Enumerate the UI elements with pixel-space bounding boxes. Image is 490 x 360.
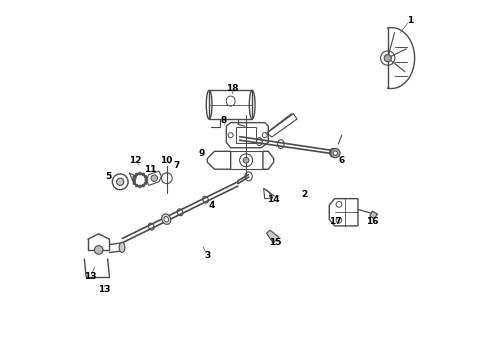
Text: 10: 10 [160,156,172,165]
Circle shape [135,184,138,187]
Text: 1: 1 [407,16,413,25]
Text: 12: 12 [129,156,142,165]
Circle shape [133,182,136,185]
Circle shape [142,173,145,176]
Text: 17: 17 [329,217,342,226]
Text: 2: 2 [301,190,307,199]
Circle shape [142,184,145,187]
Text: 9: 9 [198,149,204,158]
Ellipse shape [119,242,125,252]
Text: 3: 3 [204,251,211,260]
Circle shape [139,185,141,188]
Circle shape [384,54,392,62]
Polygon shape [267,230,279,243]
Circle shape [144,182,147,185]
Text: 5: 5 [105,172,111,181]
Circle shape [135,173,138,176]
Text: 16: 16 [366,217,379,226]
Text: 15: 15 [269,238,282,247]
Circle shape [331,148,340,158]
Ellipse shape [164,216,169,222]
Text: 4: 4 [209,201,215,210]
Circle shape [330,150,335,155]
Text: 14: 14 [268,195,280,204]
Text: 7: 7 [173,161,180,170]
Polygon shape [370,211,378,219]
Circle shape [117,178,124,185]
Text: 13: 13 [98,285,111,294]
Text: 6: 6 [339,156,345,165]
Circle shape [144,175,147,178]
Circle shape [145,179,148,181]
Circle shape [243,157,249,163]
Text: 18: 18 [226,84,239,93]
Circle shape [95,246,103,254]
Ellipse shape [162,214,171,224]
Circle shape [151,175,157,181]
Ellipse shape [330,148,336,157]
Circle shape [139,172,141,175]
Text: 13: 13 [84,272,97,281]
Circle shape [133,175,136,178]
Text: 11: 11 [145,165,157,174]
Text: 8: 8 [220,116,226,125]
Circle shape [132,179,135,181]
Circle shape [333,151,338,155]
